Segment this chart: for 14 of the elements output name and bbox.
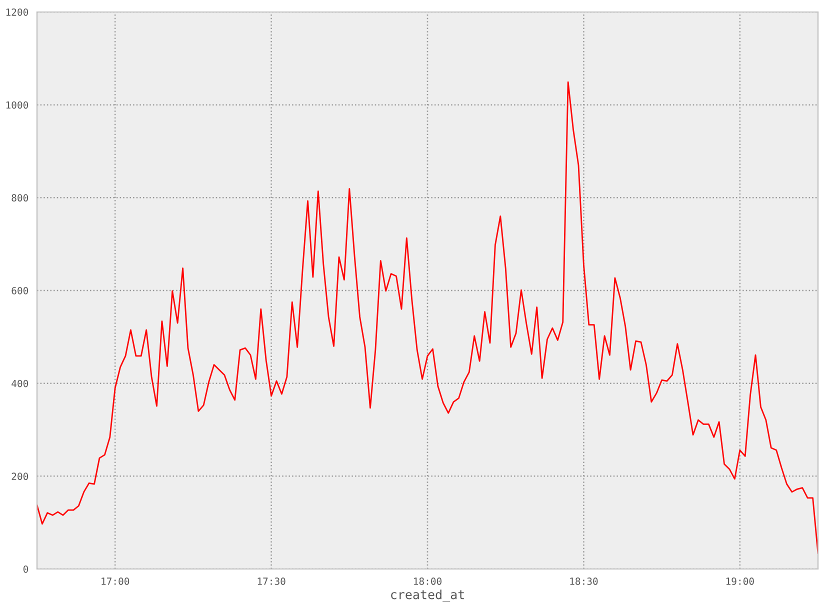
line-series (37, 81, 818, 554)
y-tick-label: 1200 (6, 8, 28, 16)
x-tick-label: 17:00 (102, 578, 130, 585)
y-tick-label: 600 (12, 287, 28, 294)
x-tick-label: 17:30 (258, 578, 286, 585)
y-tick-label: 0 (23, 566, 28, 573)
x-tick-label: 18:30 (570, 578, 598, 585)
x-axis-title: created_at (391, 590, 464, 602)
y-tick-label: 800 (12, 194, 28, 202)
x-tick-label: 18:00 (414, 578, 442, 585)
y-tick-label: 1000 (6, 101, 28, 109)
y-tick-label: 200 (12, 472, 28, 480)
y-tick-label: 400 (12, 380, 28, 388)
x-tick-label: 19:00 (726, 578, 754, 585)
